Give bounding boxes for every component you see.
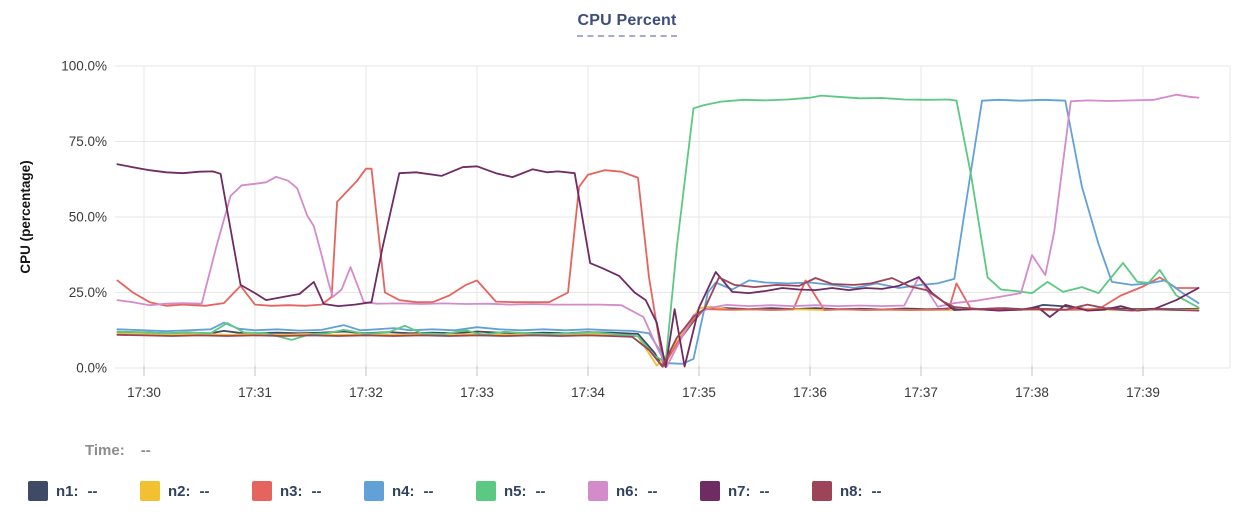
legend-value-n6: -- [647, 482, 658, 500]
x-tick-label: 17:32 [349, 385, 383, 400]
x-tick-label: 17:38 [1015, 385, 1049, 400]
y-axis-title: CPU (percentage) [18, 160, 33, 273]
legend-label-n3: n3: [280, 482, 303, 500]
legend-value-n8: -- [871, 482, 882, 500]
x-tick-label: 17:31 [238, 385, 272, 400]
x-tick-label: 17:34 [571, 385, 605, 400]
legend-value-n5: -- [535, 482, 546, 500]
legend-label-n6: n6: [616, 482, 639, 500]
series-line-n8 [116, 276, 1200, 368]
legend-swatch-n8 [812, 481, 832, 501]
series-line-n7 [116, 163, 1200, 369]
legend-value-n2: -- [199, 482, 210, 500]
legend-swatch-n1 [28, 481, 48, 501]
legend-item-n6[interactable]: n6: -- [588, 481, 700, 501]
x-tick-label: 17:36 [793, 385, 827, 400]
legend-swatch-n6 [588, 481, 608, 501]
legend-item-n4[interactable]: n4: -- [364, 481, 476, 501]
legend-swatch-n3 [252, 481, 272, 501]
y-tick-label: 25.0% [69, 285, 107, 300]
legend-swatch-n7 [700, 481, 720, 501]
panel-title[interactable]: CPU Percent [577, 12, 677, 37]
legend-label-n5: n5: [504, 482, 527, 500]
series-line-n4 [116, 98, 1200, 365]
legend-label-n8: n8: [840, 482, 863, 500]
x-tick-label: 17:33 [460, 385, 494, 400]
legend-swatch-n2 [140, 481, 160, 501]
legend-label-n7: n7: [728, 482, 751, 500]
legend-item-n3[interactable]: n3: -- [252, 481, 364, 501]
legend-swatch-n5 [476, 481, 496, 501]
series-line-n5 [116, 94, 1200, 363]
legend-value-n4: -- [423, 482, 434, 500]
time-readout: Time: -- [85, 442, 151, 459]
legend-value-n1: -- [87, 482, 98, 500]
panel-title-wrap: CPU Percent [0, 12, 1254, 37]
y-tick-label: 75.0% [69, 134, 107, 149]
legend-label-n1: n1: [56, 482, 79, 500]
series-line-n6 [116, 93, 1200, 368]
legend-item-n7[interactable]: n7: -- [700, 481, 812, 501]
legend-item-n8[interactable]: n8: -- [812, 481, 924, 501]
legend-label-n4: n4: [392, 482, 415, 500]
x-tick-label: 17:37 [904, 385, 938, 400]
cpu-chart[interactable]: 0.0% 25.0% 50.0% 75.0% 100.0% 17:30 17:31 17:32… [0, 0, 1254, 412]
x-tick-label: 17:39 [1126, 385, 1160, 400]
legend-swatch-n4 [364, 481, 384, 501]
time-value: -- [140, 442, 151, 459]
legend-item-n2[interactable]: n2: -- [140, 481, 252, 501]
time-label: Time: [85, 442, 125, 459]
legend-label-n2: n2: [168, 482, 191, 500]
y-tick-label: 0.0% [76, 361, 107, 376]
legend-item-n5[interactable]: n5: -- [476, 481, 588, 501]
x-tick-label: 17:35 [682, 385, 716, 400]
legend: n1: -- n2: -- n3: -- n4: -- n5: -- n6: -- n7: -- n8: -- [28, 481, 924, 501]
x-tick-label: 17:30 [127, 385, 161, 400]
legend-item-n1[interactable]: n1: -- [28, 481, 140, 501]
y-tick-label: 100.0% [61, 59, 107, 74]
y-tick-label: 50.0% [69, 210, 107, 225]
legend-value-n3: -- [311, 482, 322, 500]
legend-value-n7: -- [759, 482, 770, 500]
